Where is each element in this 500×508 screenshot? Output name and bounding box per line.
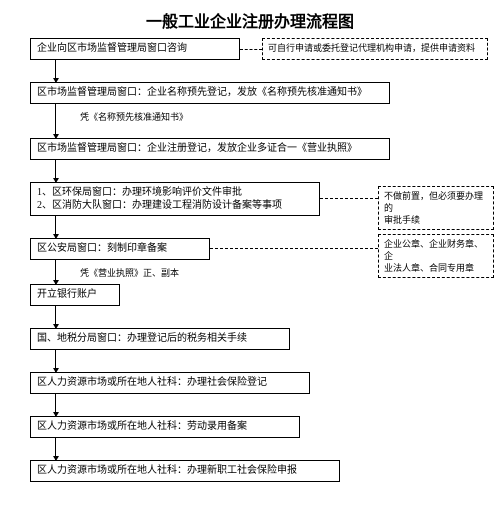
flow-node-n1: 企业向区市场监督管理局窗口咨询 <box>30 38 240 60</box>
side-note-s2: 不做前置，但必须要办理的 审批手续 <box>378 186 494 230</box>
arrow-3 <box>55 216 56 238</box>
flow-node-n3: 区市场监督管理局窗口：企业注册登记，发放企业多证合一《营业执照》 <box>30 138 390 160</box>
arrow-1 <box>55 104 56 138</box>
arrow-2 <box>55 160 56 182</box>
flow-node-n7: 国、地税分局窗口：办理登记后的税务相关手续 <box>30 328 290 350</box>
flow-node-n6: 开立银行账户 <box>30 284 120 306</box>
side-note-s1: 可自行申请或委托登记代理机构申请，提供申请资料 <box>262 38 488 60</box>
arrow-5 <box>55 306 56 328</box>
flow-node-n4: 1、区环保局窗口：办理环境影响评价文件审批 2、区消防大队窗口：办理建设工程消防… <box>30 182 320 216</box>
arrow-4 <box>55 260 56 284</box>
arrow-0 <box>55 60 56 82</box>
flow-node-n10: 区人力资源市场或所在地人社科：办理新职工社会保险申报 <box>30 460 340 482</box>
dash-connector <box>210 248 378 249</box>
flow-node-n9: 区人力资源市场或所在地人社科：劳动录用备案 <box>30 416 300 438</box>
arrow-7 <box>55 394 56 416</box>
arrow-6 <box>55 350 56 372</box>
flowchart-canvas: 企业向区市场监督管理局窗口咨询区市场监督管理局窗口：企业名称预先登记，发放《名称… <box>0 38 500 508</box>
dash-connector-top <box>240 49 262 50</box>
flow-node-n2: 区市场监督管理局窗口：企业名称预先登记，发放《名称预先核准通知书》 <box>30 82 390 104</box>
dash-connector <box>320 198 378 199</box>
side-note-s3: 企业公章、企业财务章、企 业法人章、合同专用章 <box>378 234 494 278</box>
flow-node-n8: 区人力资源市场或所在地人社科：办理社会保险登记 <box>30 372 310 394</box>
page-title: 一般工业企业注册办理流程图 <box>0 0 500 38</box>
flow-node-n5: 区公安局窗口：刻制印章备案 <box>30 238 210 260</box>
edge-label-e2: 凭《营业执照》正、副本 <box>80 266 179 279</box>
arrow-8 <box>55 438 56 460</box>
edge-label-e1: 凭《名称预先核准通知书》 <box>80 110 188 123</box>
